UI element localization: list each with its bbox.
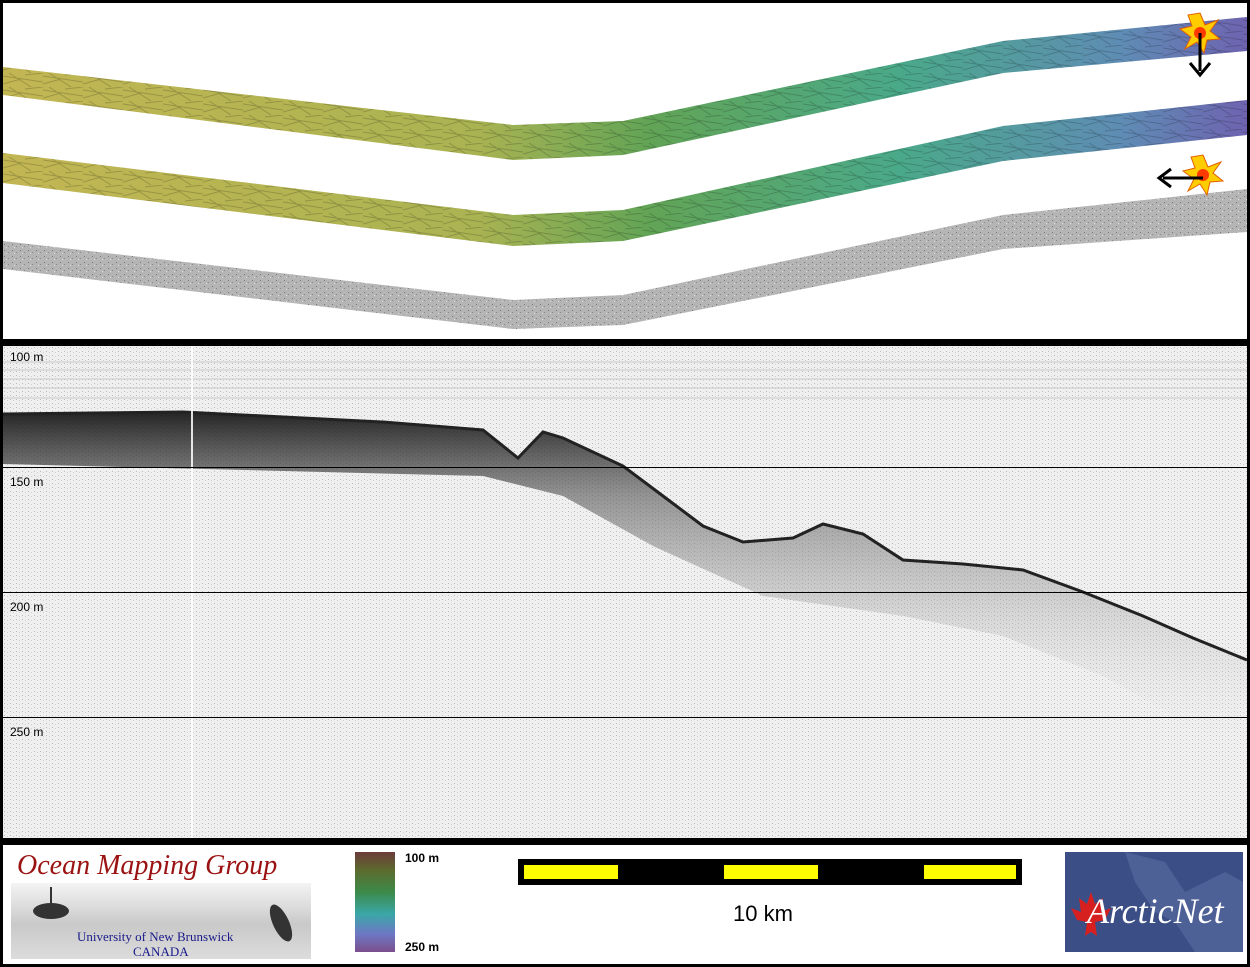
sonar-towfish-icon [33,887,293,942]
backscatter-strip [3,189,1247,329]
colorbar-top-label: 100 m [405,851,440,865]
scale-segment [724,865,818,879]
depth-label-250: 250 m [10,725,44,739]
depth-label-100: 100 m [10,350,44,364]
swath-strips-graphic [3,12,1247,329]
depth-label-150: 150 m [10,475,44,489]
university-name: University of New Brunswick [77,929,234,944]
sun-marker-icon [1181,154,1225,197]
depth-gridline [3,467,1247,468]
colorbar-bottom-label: 250 m [405,940,440,954]
scale-segment [524,865,618,879]
arcticnet-text: ArcticNet [1087,891,1224,931]
ocean-mapping-group-title: Ocean Mapping Group [17,850,278,881]
depth-colorbar [355,852,395,952]
legend-panel: Ocean Mapping Group University of New Br… [3,845,1247,964]
bathymetry-strip-1 [3,17,1247,160]
depth-gridline [3,592,1247,593]
arrow-down-icon [1188,33,1212,78]
arrow-left-icon [1156,167,1203,189]
scale-bar [518,859,1022,885]
swath-strips-panel [3,3,1247,339]
scale-label: 10 km [733,901,793,926]
bathymetry-strip-2 [3,100,1247,246]
scale-segment [924,865,1016,879]
country-name: CANADA [133,944,189,959]
depth-label-200: 200 m [10,600,44,614]
maple-leaf-icon [1071,852,1243,952]
echogram-panel: 100 m 150 m 200 m 250 m [3,346,1247,838]
arcticnet-logo: ArcticNet [1065,852,1243,952]
ocean-mapping-logo-image [11,883,311,959]
depth-gridline [3,717,1247,718]
